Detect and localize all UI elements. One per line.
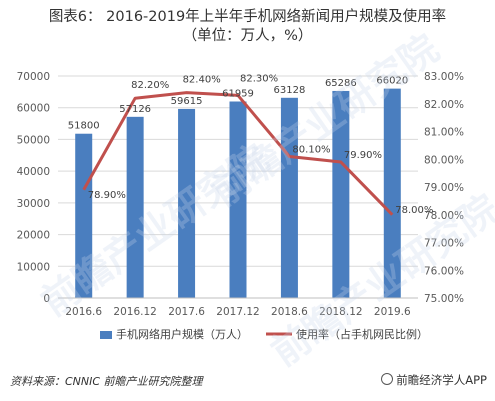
bar-value-label: 57126	[119, 104, 151, 115]
right-axis-tick: 76.00%	[424, 265, 464, 277]
line-value-label: 82.20%	[131, 80, 169, 91]
x-axis-tick: 2018.12	[319, 306, 362, 318]
source-note: 资料来源：CNNIC 前瞻产业研究院整理	[10, 375, 203, 388]
right-axis-tick: 77.00%	[424, 238, 464, 250]
line-value-label: 80.10%	[292, 144, 330, 155]
bar-value-label: 66020	[376, 76, 408, 87]
bar	[126, 116, 144, 298]
right-axis-tick: 83.00%	[424, 71, 464, 83]
right-axis-tick: 82.00%	[424, 99, 464, 111]
line-value-label: 78.00%	[395, 205, 433, 216]
left-axis-tick: 0	[43, 293, 50, 305]
line-value-label: 78.90%	[88, 190, 126, 201]
chart-subtitle: （单位：万人，%）	[182, 28, 313, 44]
x-axis-tick: 2016.6	[65, 306, 102, 318]
bar	[178, 108, 196, 298]
bar	[75, 133, 93, 298]
legend-swatch-bar	[100, 331, 112, 339]
left-axis-tick: 60000	[17, 103, 50, 115]
left-axis-tick: 10000	[17, 261, 50, 273]
x-axis-tick: 2017.12	[216, 306, 259, 318]
right-axis-tick: 79.00%	[424, 182, 464, 194]
line-value-label: 79.90%	[344, 150, 382, 161]
left-axis-tick: 40000	[17, 166, 50, 178]
rate-line	[82, 91, 394, 216]
left-axis-tick: 50000	[17, 134, 50, 146]
left-axis-tick: 20000	[17, 230, 50, 242]
line-value-label: 82.40%	[183, 75, 221, 86]
right-axis-tick: 81.00%	[424, 127, 464, 139]
bar-value-label: 65286	[325, 78, 357, 89]
x-axis-tick: 2019.6	[374, 306, 411, 318]
bar-value-label: 51800	[68, 121, 100, 132]
brand-logo-icon	[381, 373, 394, 385]
brand-label: 前瞻经济学人APP	[381, 372, 487, 388]
bar-value-label: 61959	[222, 89, 254, 100]
x-axis-tick: 2018.6	[271, 306, 308, 318]
legend-label-line: 使用率（占手机网民比例）	[296, 327, 428, 341]
x-axis-tick: 2017.6	[168, 306, 205, 318]
line-value-label: 82.30%	[240, 73, 278, 84]
right-axis-tick: 75.00%	[424, 293, 464, 305]
bar	[383, 88, 401, 298]
right-axis-tick: 80.00%	[424, 154, 464, 166]
brand-text: 前瞻经济学人APP	[396, 373, 487, 387]
bar	[280, 97, 298, 298]
bar-value-label: 63128	[274, 85, 306, 96]
bar	[229, 101, 247, 298]
x-axis-tick: 2016.12	[113, 306, 156, 318]
left-axis-tick: 70000	[17, 71, 50, 83]
left-axis-tick: 30000	[17, 198, 50, 210]
legend-label-bar: 手机网络用户规模（万人）	[116, 327, 248, 341]
bar-value-label: 59615	[171, 96, 203, 107]
bar	[332, 90, 350, 299]
chart-title: 图表6： 2016-2019年上半年手机网络新闻用户规模及使用率	[48, 9, 447, 25]
right-axis-tick: 78.00%	[424, 210, 464, 222]
